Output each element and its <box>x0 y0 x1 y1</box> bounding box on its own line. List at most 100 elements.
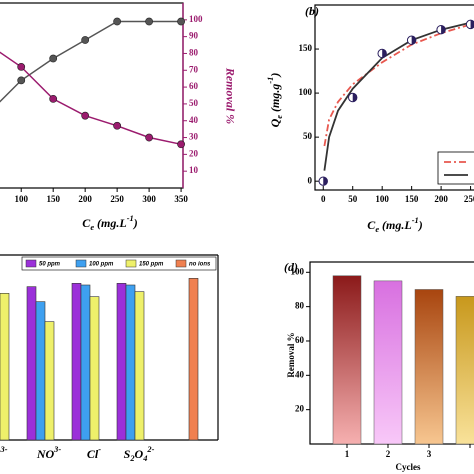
panel-label: (b) <box>305 4 319 18</box>
bar <box>125 284 136 441</box>
x-tick-label: 100 <box>14 194 28 204</box>
x-tick-label-part: 2- <box>146 445 154 454</box>
series-point <box>17 63 26 71</box>
x-tick-label: 3- <box>0 445 8 454</box>
y-axis-label-part: (mg.g <box>268 84 282 115</box>
y2-tick-label: 40 <box>189 115 199 125</box>
plot-frame <box>0 2 184 189</box>
x-axis-label: Ce (mg.L-1) <box>367 216 422 234</box>
y2-tick-label: 90 <box>189 31 199 41</box>
data-point <box>436 24 446 35</box>
plot-frame <box>314 4 474 191</box>
series-point <box>177 17 185 26</box>
bar <box>332 275 362 445</box>
y2-tick-label: 20 <box>189 148 199 158</box>
bar <box>80 284 91 441</box>
x-axis-label-part: C <box>367 218 376 232</box>
series-point <box>49 54 58 63</box>
legend-box <box>21 256 217 271</box>
bar <box>0 293 10 441</box>
y-tick-label: 100 <box>299 87 313 97</box>
legend-swatch <box>175 259 187 268</box>
series-point <box>177 140 185 149</box>
x-tick-label: 200 <box>78 194 92 204</box>
data-point <box>318 176 328 186</box>
y-axis-label-part: -1 <box>266 77 275 84</box>
x-tick-label: 1 <box>345 449 350 459</box>
point-half <box>382 49 387 58</box>
data-point <box>465 19 474 30</box>
x-tick-label: 50 <box>348 194 358 204</box>
x-tick-label: 0 <box>321 194 326 204</box>
series-point <box>113 17 122 26</box>
legend-swatch <box>25 259 37 268</box>
x-tick-label-part: S <box>124 447 131 461</box>
x-axis-label: Ce (mg.L-1) <box>82 214 137 232</box>
panel-label: (d) <box>284 260 298 274</box>
x-tick-label: 150 <box>405 194 419 204</box>
x-tick-label-part: 4 <box>142 454 147 463</box>
series-point <box>113 121 122 130</box>
y-tick-label: 40 <box>295 369 305 379</box>
series-point <box>81 36 90 44</box>
y-axis-label: Removal % <box>286 332 296 377</box>
x-axis-label-part: e <box>375 225 379 234</box>
x-axis-label-part: e <box>90 223 94 232</box>
x-tick-label: 250 <box>110 194 124 204</box>
data-point <box>377 48 387 59</box>
bar <box>414 289 444 445</box>
x-tick-label: Cl- <box>87 445 101 460</box>
y-tick-label: 150 <box>299 43 313 53</box>
panel-c: 3- NO3- Cl- S2O42-50 ppm 100 ppm 150 ppm no io… <box>0 254 219 463</box>
y-tick-label: 0 <box>308 175 313 185</box>
legend-swatch <box>75 259 87 268</box>
x-tick-label: 200 <box>434 194 448 204</box>
x-tick-label: S2O42- <box>124 445 155 463</box>
bar <box>455 296 474 445</box>
bar <box>188 278 199 441</box>
legend-label: 150 ppm <box>139 262 164 268</box>
point-half <box>441 25 446 34</box>
x-tick-label: NO3- <box>36 445 62 460</box>
bar <box>89 296 100 441</box>
y-axis-label-part: Q <box>268 118 282 127</box>
panel-a: 100 150 200 250 300 350 10 20 30 40 50 60 70 80 90 100 C… <box>0 2 237 232</box>
bar <box>134 291 145 441</box>
x-tick-label: 300 <box>142 194 156 204</box>
y-tick-label: 100 <box>291 266 305 276</box>
series-point <box>17 76 26 85</box>
x-axis-label-part: -1 <box>412 216 419 225</box>
data-point <box>348 92 358 103</box>
legend-swatch <box>125 259 137 268</box>
series-point <box>145 133 154 142</box>
y2-tick-label: 80 <box>189 48 199 58</box>
data-point <box>406 35 417 45</box>
x-tick-label-part: - <box>98 445 101 454</box>
x-axis-label-part: ) <box>418 218 423 232</box>
x-tick-label: 350 <box>174 194 188 204</box>
y2-tick-label: 70 <box>189 64 199 74</box>
y-tick-label: 50 <box>303 131 313 141</box>
y2-tick-label: 10 <box>189 165 199 175</box>
legend-label: 50 ppm <box>39 262 61 268</box>
y-tick-label: 20 <box>295 404 305 414</box>
bar <box>35 301 46 441</box>
x-tick-label: 2 <box>386 449 391 459</box>
point-half <box>323 176 328 186</box>
legend-box <box>437 151 474 185</box>
bar <box>44 321 55 441</box>
y-tick-label: 60 <box>295 335 305 345</box>
x-tick-label: 100 <box>375 194 389 204</box>
series-point <box>49 94 58 103</box>
y2-axis-label: Removal % <box>223 67 237 124</box>
x-axis-label-part: (mg.L <box>94 216 127 230</box>
y2-tick-label: 30 <box>189 132 199 142</box>
x-tick-label-part: 2 <box>129 454 134 463</box>
x-tick-label: 250 <box>464 194 474 204</box>
point-half <box>470 20 474 29</box>
fit-line <box>323 21 471 171</box>
bar <box>71 283 82 441</box>
panel-b: (b) 0 50 100 150 200 250 0 50 100 150 Ce (mg.L-1) Qe… <box>266 4 474 234</box>
bar <box>26 286 37 441</box>
